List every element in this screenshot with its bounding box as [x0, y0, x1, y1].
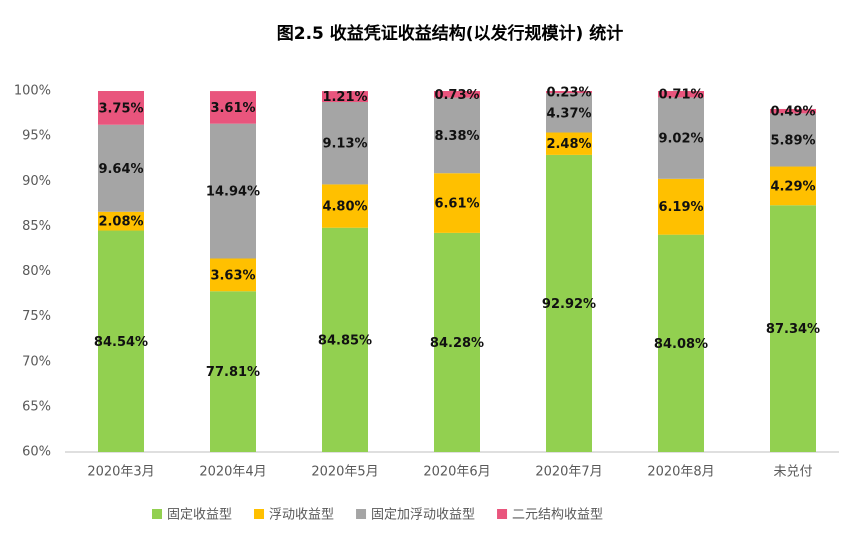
bar-segment: [770, 108, 816, 114]
value-label: 87.34%: [766, 322, 820, 337]
x-tick-label: 2020年6月: [423, 465, 490, 480]
bar-segment: [658, 234, 704, 452]
x-tick-label: 2020年8月: [647, 465, 714, 480]
bar-segment: [98, 230, 144, 452]
legend-label: 固定加浮动收益型: [371, 508, 475, 523]
value-label: 5.89%: [770, 133, 815, 148]
y-tick-label: 100%: [14, 84, 51, 99]
value-label: 84.28%: [430, 336, 484, 351]
legend-swatch: [356, 509, 367, 519]
bar-segment: [546, 132, 592, 155]
y-tick-label: 90%: [22, 174, 51, 189]
value-label: 1.21%: [322, 90, 367, 105]
y-tick-label: 80%: [22, 264, 51, 279]
bar-segment: [98, 91, 144, 125]
value-label: 84.54%: [94, 335, 148, 350]
y-tick-label: 60%: [22, 445, 51, 460]
bar-segment: [658, 178, 704, 235]
y-tick-label: 75%: [22, 309, 51, 324]
bar-segment: [322, 227, 368, 452]
x-tick-label: 2020年4月: [199, 465, 266, 480]
value-label: 14.94%: [206, 185, 260, 200]
value-label: 77.81%: [206, 365, 260, 380]
bar-segment: [210, 123, 256, 259]
value-label: 3.75%: [98, 101, 143, 116]
value-label: 3.61%: [210, 101, 255, 116]
bar-segment: [770, 113, 816, 167]
value-label: 8.38%: [434, 129, 479, 144]
value-label: 6.61%: [434, 197, 479, 212]
bar-segment: [546, 154, 592, 452]
bar-segment: [546, 91, 592, 94]
value-label: 4.29%: [770, 179, 815, 194]
value-label: 4.80%: [322, 200, 367, 215]
bar-segment: [434, 91, 480, 98]
value-label: 92.92%: [542, 297, 596, 312]
legend-label: 浮动收益型: [269, 508, 334, 523]
value-label: 9.13%: [322, 137, 367, 152]
x-tick-label: 未兑付: [773, 465, 812, 480]
bar-segment: [210, 258, 256, 292]
bar-segment: [434, 173, 480, 233]
legend-swatch: [254, 509, 265, 519]
x-tick-label: 2020年7月: [535, 465, 602, 480]
value-label: 2.08%: [98, 215, 143, 230]
bar-segment: [98, 211, 144, 231]
value-label: 4.37%: [546, 106, 591, 121]
value-label: 6.19%: [658, 200, 703, 215]
value-label: 0.49%: [770, 105, 815, 120]
value-label: 9.02%: [658, 132, 703, 147]
bar-segment: [434, 97, 480, 174]
value-label: 2.48%: [546, 137, 591, 152]
bar-segment: [210, 91, 256, 124]
chart-title: 图2.5 收益凭证收益结构(以发行规模计) 统计: [277, 23, 624, 44]
bar-segment: [658, 91, 704, 98]
bar-segment: [98, 124, 144, 212]
bar-segment: [322, 102, 368, 185]
x-tick-label: 2020年3月: [87, 465, 154, 480]
value-label: 0.71%: [658, 88, 703, 103]
y-tick-label: 70%: [22, 354, 51, 369]
legend-swatch: [152, 509, 162, 519]
legend-label: 固定收益型: [167, 508, 232, 523]
bar-segment: [546, 93, 592, 133]
bar-segment: [770, 166, 816, 206]
bar-segment: [658, 97, 704, 179]
value-label: 3.63%: [210, 268, 255, 283]
value-label: 84.85%: [318, 333, 372, 348]
bar-segment: [434, 232, 480, 452]
bar-segment: [210, 291, 256, 452]
y-tick-label: 65%: [22, 399, 51, 414]
value-label: 9.64%: [98, 162, 143, 177]
legend-swatch: [497, 509, 508, 519]
bar-segment: [322, 91, 368, 103]
value-label: 84.08%: [654, 337, 708, 352]
y-tick-label: 95%: [22, 129, 51, 144]
value-label: 0.73%: [434, 88, 479, 103]
bar-segment: [322, 184, 368, 228]
legend-label: 二元结构收益型: [512, 508, 603, 523]
value-label: 0.23%: [546, 86, 591, 101]
bar-segment: [770, 205, 816, 452]
y-tick-label: 85%: [22, 219, 51, 234]
x-tick-label: 2020年5月: [311, 465, 378, 480]
